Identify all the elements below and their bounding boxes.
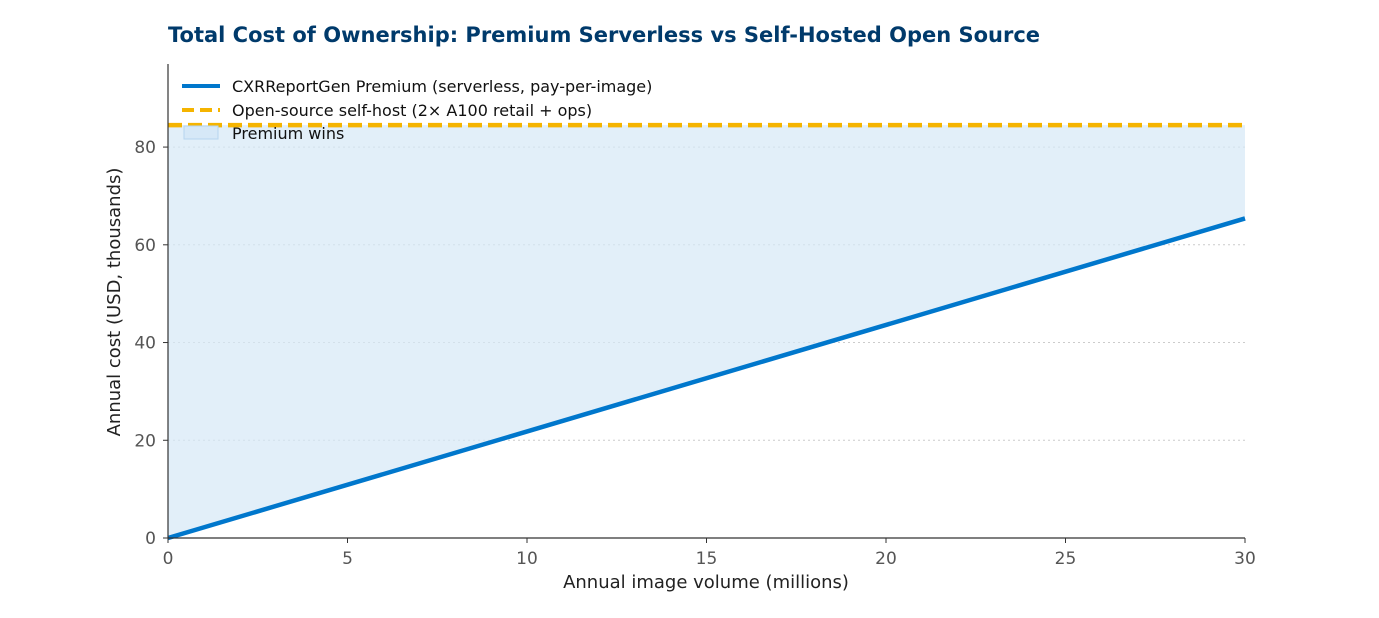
premium-wins-area <box>168 125 1245 539</box>
y-tick-label: 60 <box>134 236 156 256</box>
x-tick-label: 0 <box>163 549 174 569</box>
fill-area-layer <box>168 125 1245 539</box>
x-axis-label: Annual image volume (millions) <box>563 572 849 593</box>
x-tick-label: 30 <box>1234 549 1256 569</box>
y-tick-label: 80 <box>134 138 156 158</box>
y-tick-label: 40 <box>134 334 156 354</box>
y-tick-label: 0 <box>145 529 156 549</box>
x-tick-label: 15 <box>696 549 718 569</box>
legend-label-premium-wins: Premium wins <box>232 124 344 143</box>
legend-label-premium: CXRReportGen Premium (serverless, pay-pe… <box>232 77 652 96</box>
axes <box>163 64 1246 543</box>
chart-title: Total Cost of Ownership: Premium Serverl… <box>168 23 1040 47</box>
series-layer <box>167 122 1246 541</box>
x-tick-label: 5 <box>342 549 353 569</box>
y-axis-label: Annual cost (USD, thousands) <box>104 168 125 437</box>
legend-swatch-premium-wins <box>183 125 219 140</box>
tick-labels: 0 5 10 15 20 25 30 0 20 40 60 80 <box>134 138 1255 569</box>
x-tick-label: 25 <box>1055 549 1077 569</box>
legend: CXRReportGen Premium (serverless, pay-pe… <box>182 77 652 143</box>
premium-cost-line <box>167 216 1246 541</box>
legend-label-selfhost: Open-source self-host (2× A100 retail + … <box>232 101 592 120</box>
x-tick-label: 20 <box>875 549 897 569</box>
x-tick-label: 10 <box>516 549 538 569</box>
y-tick-label: 20 <box>134 431 156 451</box>
